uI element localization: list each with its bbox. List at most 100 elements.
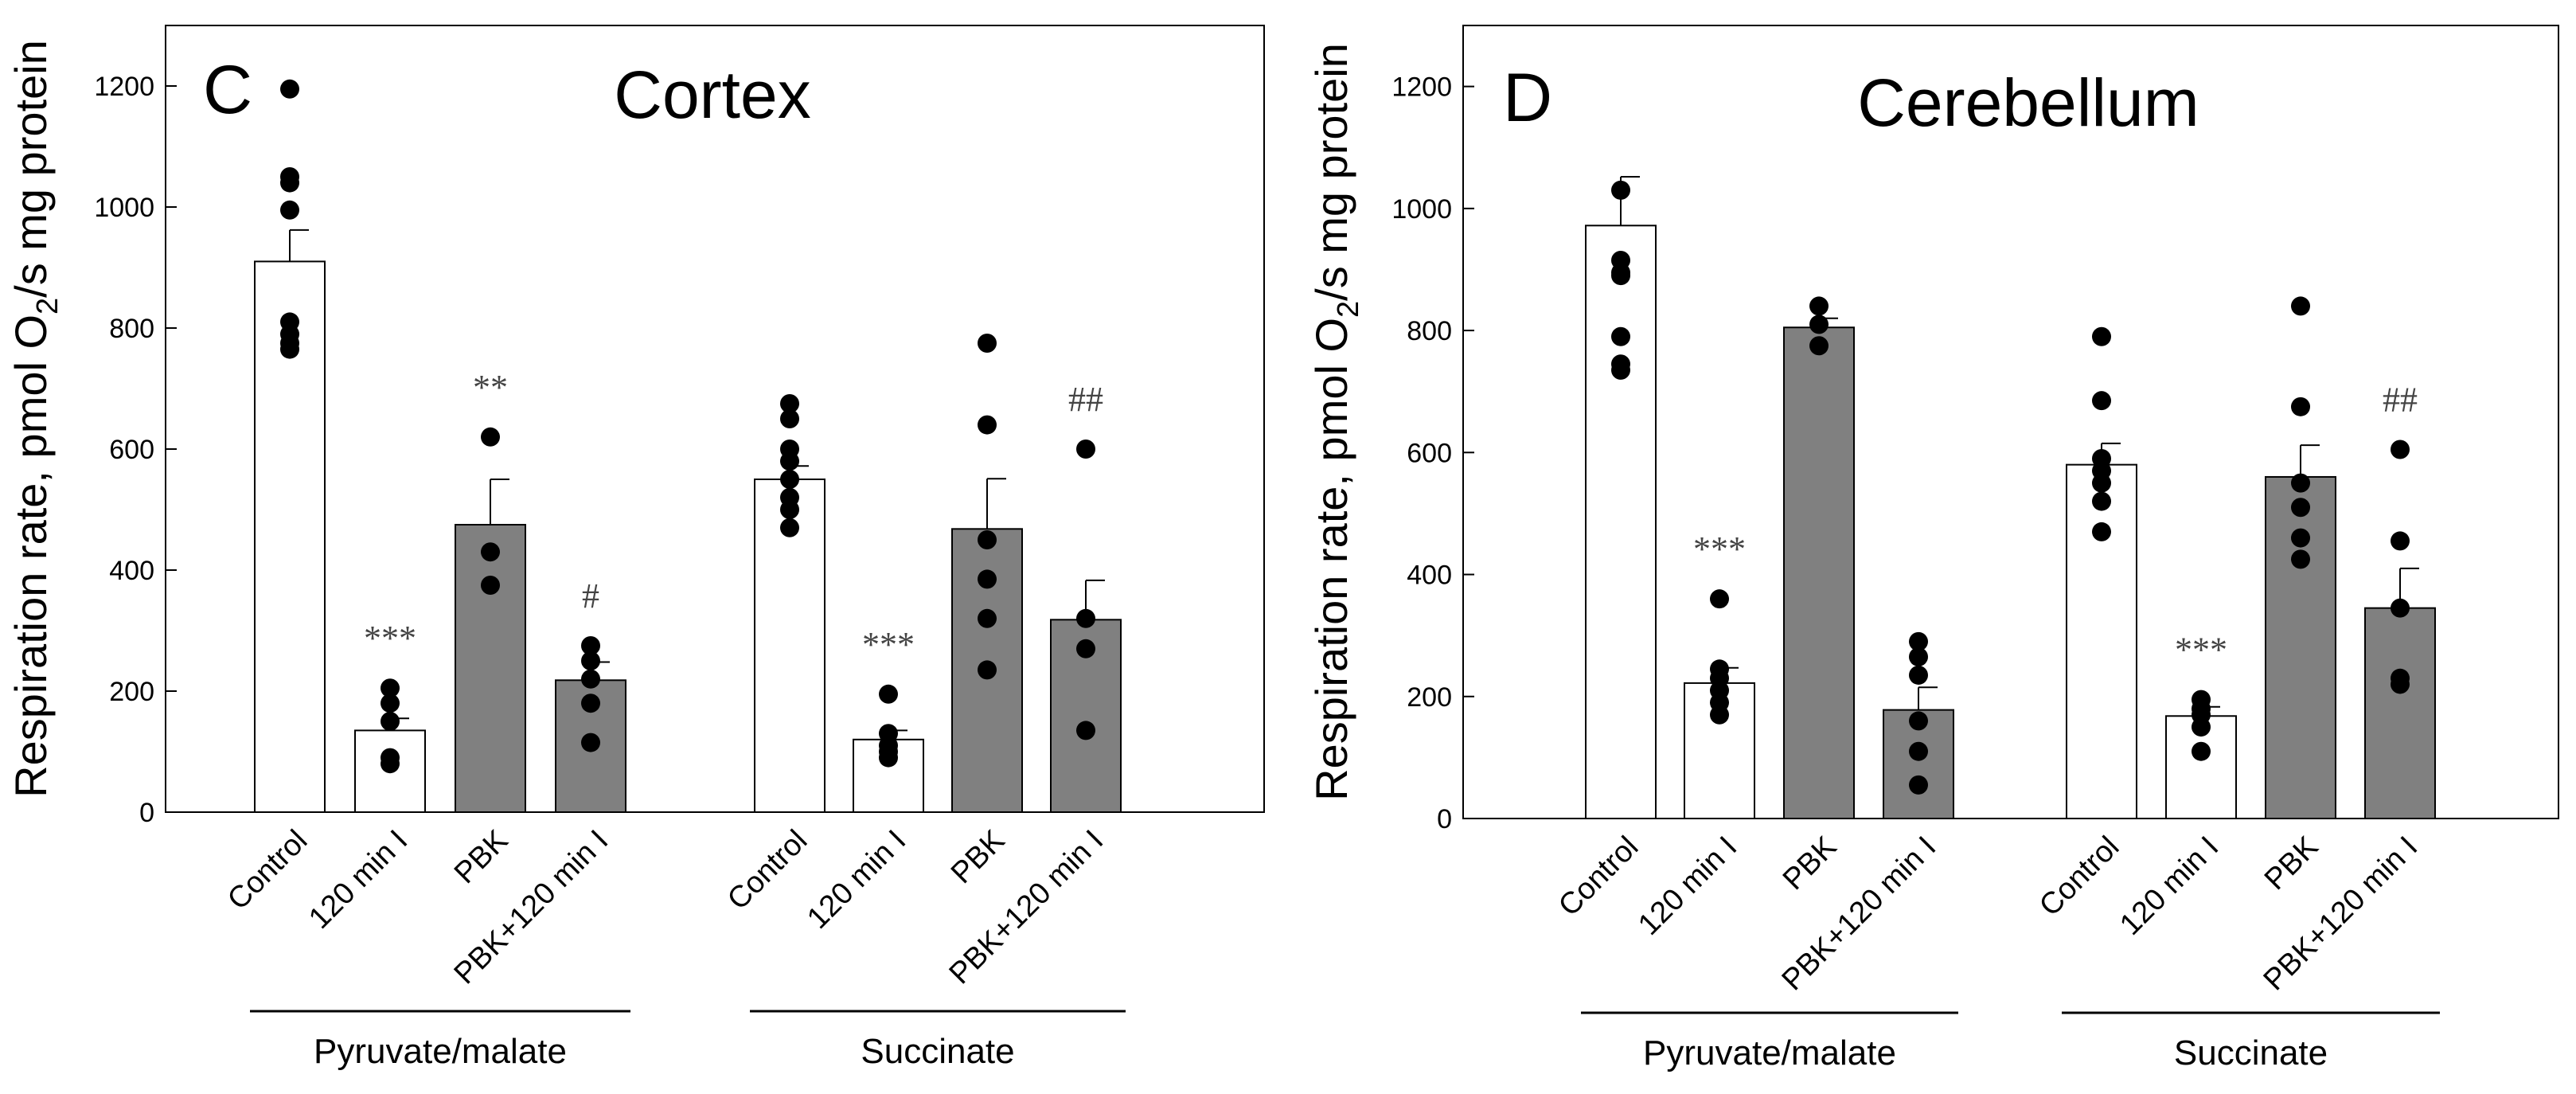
data-point xyxy=(481,542,500,562)
data-point xyxy=(2092,473,2111,493)
y-axis-label-subscript: 2 xyxy=(31,298,64,315)
data-point xyxy=(978,660,997,680)
bar xyxy=(2265,475,2336,819)
data-point xyxy=(280,200,299,220)
data-point xyxy=(481,427,500,447)
significance-label: *** xyxy=(862,625,915,664)
data-point xyxy=(780,451,799,471)
category-label: 120 min I xyxy=(1632,830,1743,942)
data-point xyxy=(780,500,799,519)
group-label: Succinate xyxy=(2174,1033,2328,1073)
y-tick-label: 200 xyxy=(109,677,154,707)
data-point xyxy=(1809,336,1829,356)
data-point xyxy=(978,569,997,589)
y-tick-label: 400 xyxy=(109,556,154,586)
y-axis-label: Respiration rate, pmol O2/s mg protein xyxy=(6,40,64,798)
category-label: Control xyxy=(2033,830,2125,923)
chart-title: Cortex xyxy=(614,57,810,132)
data-point xyxy=(2291,528,2310,548)
data-point xyxy=(381,754,400,774)
panel-letter: D xyxy=(1503,60,1552,136)
data-point xyxy=(2291,296,2310,316)
y-tick-label: 1000 xyxy=(94,193,154,223)
data-point xyxy=(780,394,799,413)
data-point xyxy=(581,733,600,752)
data-point xyxy=(1076,608,1095,628)
category-label: Control xyxy=(1552,830,1645,923)
panel-c-cortex: 0 200 400 600 800 1000 1200 Respiration rate, p… xyxy=(6,25,1265,1071)
category-label: 120 min I xyxy=(801,824,912,936)
data-point xyxy=(780,518,799,537)
data-point xyxy=(1909,741,1928,761)
data-point xyxy=(581,669,600,689)
data-point xyxy=(780,470,799,489)
bar xyxy=(1783,326,1855,819)
data-point xyxy=(978,415,997,435)
bar xyxy=(1585,225,1657,819)
data-point xyxy=(1611,360,1630,380)
data-point xyxy=(2192,741,2211,761)
data-point xyxy=(2092,491,2111,511)
data-point xyxy=(1611,326,1630,346)
y-tick-label: 1000 xyxy=(1391,194,1452,225)
data-point xyxy=(280,173,299,193)
data-point xyxy=(2391,531,2410,551)
y-axis-label-suffix: /s mg protein xyxy=(1306,43,1356,301)
plot-frame xyxy=(165,25,1265,813)
panel-letter: C xyxy=(203,52,252,128)
data-point xyxy=(2291,549,2310,569)
data-point xyxy=(2192,717,2211,737)
data-point xyxy=(381,678,400,698)
data-point xyxy=(1710,705,1729,725)
data-point xyxy=(2092,326,2111,346)
panel-d-cerebellum: 0 200 400 600 800 1000 1200 Respiration rate, p… xyxy=(1306,25,2559,1073)
category-label: 120 min I xyxy=(302,824,414,936)
y-axis-label-suffix: /s mg protein xyxy=(6,40,56,298)
y-tick-label: 0 xyxy=(1437,804,1452,834)
y-tick-label: 200 xyxy=(1407,682,1452,713)
data-point xyxy=(1710,589,1729,609)
y-tick-label: 400 xyxy=(1407,561,1452,591)
category-label: Control xyxy=(221,824,314,916)
data-point xyxy=(978,334,997,353)
data-point xyxy=(2291,498,2310,518)
y-tick-label: 600 xyxy=(109,435,154,465)
data-point xyxy=(1909,647,1928,666)
data-point xyxy=(381,694,400,713)
bar xyxy=(2364,607,2436,820)
group-label: Pyruvate/malate xyxy=(314,1032,567,1071)
data-point xyxy=(481,576,500,595)
data-point xyxy=(2391,598,2410,618)
y-tick-label: 600 xyxy=(1407,438,1452,468)
group-label: Pyruvate/malate xyxy=(1643,1033,1896,1073)
y-tick-label: 1200 xyxy=(1391,72,1452,103)
data-point xyxy=(1809,315,1829,334)
y-axis-label-prefix: Respiration rate, pmol O xyxy=(6,315,56,798)
data-point xyxy=(780,409,799,428)
significance-label: ## xyxy=(2383,380,2418,419)
group-label: Succinate xyxy=(861,1032,1014,1071)
data-point xyxy=(1076,639,1095,658)
data-point xyxy=(1076,721,1095,740)
data-point xyxy=(1809,296,1829,316)
y-axis-label-subscript: 2 xyxy=(1332,301,1365,318)
data-point xyxy=(879,684,898,704)
significance-label: ## xyxy=(1068,380,1103,419)
data-point xyxy=(381,712,400,731)
data-point xyxy=(280,339,299,359)
data-point xyxy=(581,694,600,713)
significance-label: # xyxy=(582,576,599,615)
data-point xyxy=(581,636,600,655)
significance-label: *** xyxy=(364,619,416,658)
data-point xyxy=(280,79,299,99)
data-point xyxy=(2391,440,2410,459)
data-point xyxy=(978,608,997,628)
significance-label: *** xyxy=(2175,631,2227,670)
y-tick-label: 800 xyxy=(109,314,154,344)
significance-label: ** xyxy=(473,368,508,407)
data-point xyxy=(2092,522,2111,541)
data-point xyxy=(978,530,997,549)
category-label: 120 min I xyxy=(2113,830,2225,942)
y-tick-label: 1200 xyxy=(94,72,154,102)
